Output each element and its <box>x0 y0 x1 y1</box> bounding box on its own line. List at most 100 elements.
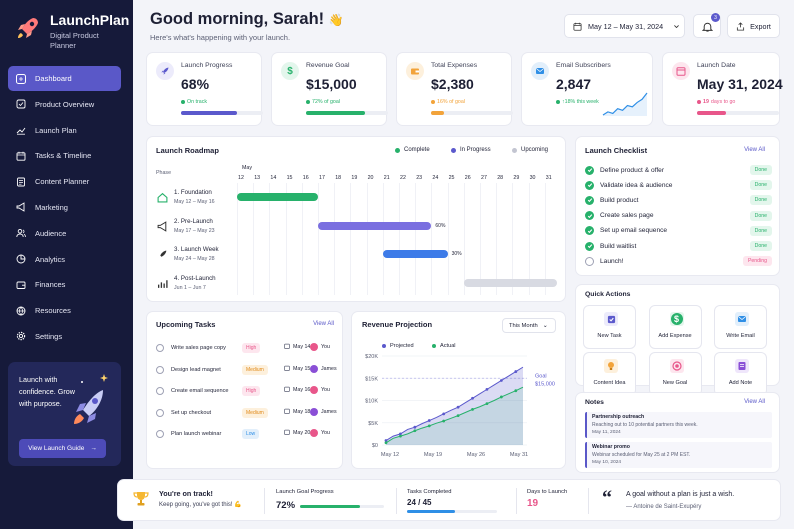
task-checkbox[interactable] <box>156 344 164 352</box>
legend-complete: Complete <box>395 147 430 153</box>
view-all-link[interactable]: View All <box>744 399 765 405</box>
task-row[interactable]: Create email sequence High May 16 You <box>156 380 338 402</box>
target-icon <box>669 359 684 373</box>
nav-item-settings[interactable]: Settings <box>8 324 121 349</box>
nav-item-finances[interactable]: Finances <box>8 272 121 297</box>
stat-label: Total Expenses <box>431 62 478 69</box>
stat-card-email-subscribers: Email Subscribers 2,847 ↑18% this week <box>521 52 653 126</box>
gantt-bar[interactable] <box>237 193 318 201</box>
gantt-bar[interactable] <box>382 250 448 258</box>
task-date: May 18 <box>293 408 311 415</box>
gantt-row[interactable]: 4. Post-Launch Jun 1 – Jun 7 <box>147 273 565 299</box>
nav-item-product-overview[interactable]: Product Overview <box>8 92 121 117</box>
progress-bar <box>431 111 513 115</box>
task-checkbox[interactable] <box>156 387 164 396</box>
task-owner: You <box>321 430 330 437</box>
task-row[interactable]: Set up checkout Medium May 18 James <box>156 402 338 424</box>
quick-action-add-expense[interactable]: $ Add Expense <box>648 305 702 349</box>
checklist-label: Create sales page <box>600 212 654 220</box>
nav-item-marketing[interactable]: Marketing <box>8 195 121 220</box>
gantt-row[interactable]: 2. Pre-Launch May 17 – May 23 60% <box>147 216 565 242</box>
view-all-link[interactable]: View All <box>744 147 765 153</box>
checklist-item[interactable]: Build waitlist Done <box>585 239 772 253</box>
task-row[interactable]: Plan launch webinar Low May 20 You <box>156 423 338 445</box>
stat-label: Launch Date <box>697 62 736 69</box>
checklist-item[interactable]: Launch! Pending <box>585 254 772 268</box>
stat-card-total-expenses: Total Expenses $2,380 16% of goal <box>396 52 513 126</box>
quick-action-new-task[interactable]: New Task <box>583 305 636 349</box>
days-to-launch-value: 19 <box>527 498 539 509</box>
x-tick-label: May 12 <box>381 452 399 458</box>
priority-badge: High <box>242 343 261 353</box>
check-circle-icon <box>585 165 594 175</box>
task-row[interactable]: Design lead magnet Medium May 15 James <box>156 359 338 381</box>
task-checkbox[interactable] <box>156 365 164 374</box>
task-owner: You <box>321 344 330 350</box>
gantt-grid-line <box>253 183 255 295</box>
nav-item-dashboard[interactable]: Dashboard <box>8 66 121 91</box>
nav-item-launch-plan[interactable]: Launch Plan <box>8 118 121 143</box>
nav-item-resources[interactable]: Resources <box>8 298 121 323</box>
status-badge: Done <box>749 180 772 191</box>
note-body: Reaching out to 10 potential partners th… <box>592 422 698 428</box>
data-point <box>456 405 460 409</box>
stat-note: On track <box>181 99 207 105</box>
gantt-bar[interactable] <box>463 278 557 287</box>
gantt-day-label: 12 <box>238 175 244 181</box>
megaphone-icon <box>157 220 167 232</box>
nav-item-analytics[interactable]: Analytics <box>8 247 121 272</box>
legend-projected: Projected <box>382 343 414 349</box>
period-select[interactable]: This Month ⌄ <box>502 318 556 333</box>
note-item[interactable]: Webinar promo Webinar scheduled for May … <box>585 442 772 468</box>
quick-action-write-email[interactable]: Write Email <box>714 305 767 349</box>
gantt-grid-line <box>350 183 352 295</box>
page-subtitle: Here's what's happening with your launch… <box>150 33 291 42</box>
checklist-item[interactable]: Validate idea & audience Done <box>585 178 772 192</box>
calendar-icon <box>16 151 26 161</box>
task-owner: You <box>321 387 330 394</box>
data-point <box>442 412 446 416</box>
gantt-day-label: 13 <box>254 175 261 181</box>
checkbox-icon <box>604 312 618 326</box>
gantt-row[interactable]: 1. Foundation May 12 – May 16 <box>147 187 565 213</box>
view-launch-guide-button[interactable]: View Launch Guide → <box>19 439 106 458</box>
checklist-item[interactable]: Create sales page Done <box>585 209 772 223</box>
check-circle-icon <box>585 226 594 236</box>
gantt-day-label: 29 <box>513 175 520 181</box>
quick-action-label: Add Note <box>728 380 753 386</box>
note-item[interactable]: Partnership outreach Reaching out to 10 … <box>585 412 772 438</box>
nav-item-audience[interactable]: Audience <box>8 221 121 246</box>
nav-item-content-planner[interactable]: Content Planner <box>8 169 121 194</box>
nav-item-tasks-timeline[interactable]: Tasks & Timeline <box>8 143 121 168</box>
quick-action-content-idea[interactable]: Content Idea <box>583 352 636 396</box>
gantt-day-label: 17 <box>319 175 325 181</box>
quick-action-add-note[interactable]: Add Note <box>714 352 767 396</box>
quick-action-label: Add Expense <box>658 333 692 339</box>
data-point <box>485 387 489 391</box>
quick-action-new-goal[interactable]: New Goal <box>648 352 702 396</box>
checklist-item[interactable]: Set up email sequence Done <box>585 224 772 238</box>
gantt-row[interactable]: 3. Launch Week May 24 – May 28 30% <box>147 244 565 270</box>
divider <box>396 488 397 514</box>
checklist-item[interactable]: Build product Done <box>585 193 772 207</box>
task-checkbox[interactable] <box>156 430 164 439</box>
task-date: May 20 <box>293 430 311 437</box>
series-area-actual <box>386 387 523 445</box>
revenue-projection-card: Revenue Projection This Month ⌄ Projecte… <box>351 311 566 469</box>
tasks-progress-bar <box>407 510 497 513</box>
task-label: Create email sequence <box>171 388 229 395</box>
gantt-bar[interactable] <box>318 221 432 230</box>
phase-name: 1. Foundation <box>174 189 212 196</box>
check-circle-icon <box>585 211 594 221</box>
task-checkbox[interactable] <box>156 408 164 417</box>
task-row[interactable]: Write sales page copy High May 14 You <box>156 337 338 359</box>
export-button[interactable]: Export <box>727 14 780 38</box>
view-all-link[interactable]: View All <box>313 321 334 327</box>
checklist-item[interactable]: Define product & offer Done <box>585 163 772 177</box>
gantt-day-label: 16 <box>302 175 309 181</box>
priority-badge: High <box>242 386 261 397</box>
task-label: Design lead magnet <box>171 366 221 373</box>
stat-label: Email Subscribers <box>556 62 611 69</box>
notifications-button[interactable]: 3 <box>693 13 721 38</box>
date-range-picker[interactable]: May 12 – May 31, 2024 <box>564 14 685 38</box>
